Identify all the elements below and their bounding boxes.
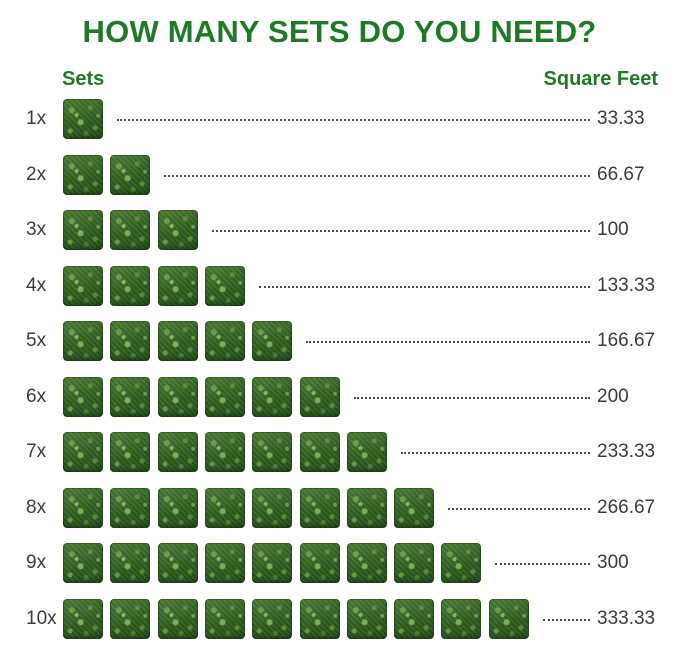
grass-panel-icon <box>110 265 151 306</box>
grass-panel-icon <box>110 321 151 361</box>
set-multiplier-label: 1x <box>26 108 47 129</box>
table-row: 1x 33.33 <box>0 99 679 141</box>
square-feet-value: 33.33 <box>597 108 645 129</box>
table-row: 9x 300 <box>0 543 679 585</box>
grass-panel-icon <box>252 543 293 583</box>
grass-panel-icon <box>63 432 103 472</box>
grass-panel-icon <box>157 432 198 472</box>
grass-panel-icon <box>299 432 340 472</box>
grass-panel-icon <box>110 543 151 583</box>
dotted-leader-line <box>258 285 590 288</box>
grass-panel-icon <box>252 432 293 472</box>
set-multiplier-label: 5x <box>26 330 47 351</box>
dotted-leader-line <box>542 618 590 621</box>
grass-panel-icon <box>157 487 198 528</box>
grass-panel-icon <box>346 432 387 472</box>
grass-panel-icon <box>110 210 151 250</box>
grass-panel-icon <box>346 543 387 583</box>
square-feet-value: 266.67 <box>597 496 656 518</box>
set-multiplier-label: 7x <box>26 441 47 462</box>
square-feet-value: 200 <box>597 385 629 407</box>
grass-panel-icon <box>394 487 435 528</box>
square-feet-value: 233.33 <box>597 441 656 462</box>
grass-panel-icon <box>204 265 245 306</box>
page-title: HOW MANY SETS DO YOU NEED? <box>82 14 597 49</box>
grass-panel-icon <box>346 598 387 639</box>
grass-panel-icon <box>204 376 245 417</box>
grass-panel-icon <box>204 432 245 472</box>
grass-panel-icon <box>63 487 103 528</box>
set-multiplier-label: 4x <box>26 274 47 296</box>
set-multiplier-label: 10x <box>26 607 57 629</box>
square-feet-value: 333.33 <box>597 607 656 629</box>
set-multiplier-label: 9x <box>26 552 47 573</box>
grass-panel-icon <box>110 598 151 639</box>
grass-panel-icon <box>157 210 198 250</box>
table-row: 5x 166.67 <box>0 321 679 363</box>
grass-panel-icon <box>63 376 103 417</box>
grass-panel-icon <box>157 265 198 306</box>
grass-panel-icon <box>441 543 482 583</box>
dotted-leader-line <box>164 174 590 177</box>
table-row: 10x 333.33 <box>0 598 679 641</box>
table-row: 8x 266.67 <box>0 487 679 530</box>
grass-panel-icon <box>204 543 245 583</box>
dotted-leader-line <box>353 396 590 399</box>
grass-panel-icon <box>299 376 340 417</box>
grass-panel-icon <box>488 598 529 639</box>
set-multiplier-label: 2x <box>26 163 47 185</box>
dotted-leader-line <box>306 341 590 343</box>
grass-panel-icon <box>394 543 435 583</box>
grass-panel-icon <box>157 376 198 417</box>
dotted-leader-line <box>495 563 590 565</box>
grass-panel-icon <box>157 598 198 639</box>
grass-panel-icon <box>110 432 151 472</box>
square-feet-value: 66.67 <box>597 163 645 185</box>
grass-panel-icon <box>63 321 103 361</box>
grass-panel-icon <box>157 321 198 361</box>
grass-panel-icon <box>63 598 103 639</box>
square-feet-value: 100 <box>597 219 629 240</box>
grass-panel-icon <box>110 487 151 528</box>
grass-panel-icon <box>252 376 293 417</box>
grass-panel-icon <box>63 543 103 583</box>
table-row: 7x 233.33 <box>0 432 679 474</box>
square-feet-column-header: Square Feet <box>543 68 658 90</box>
grass-panel-icon <box>63 154 103 195</box>
grass-panel-icon <box>157 543 198 583</box>
grass-panel-icon <box>204 487 245 528</box>
grass-panel-icon <box>110 154 151 195</box>
set-multiplier-label: 3x <box>26 219 47 240</box>
square-feet-value: 133.33 <box>597 274 656 296</box>
grass-panel-icon <box>63 265 103 306</box>
set-multiplier-label: 8x <box>26 496 47 518</box>
grass-panel-icon <box>299 543 340 583</box>
grass-panel-icon <box>110 376 151 417</box>
dotted-leader-line <box>400 452 590 454</box>
dotted-leader-line <box>211 230 590 232</box>
dotted-leader-line <box>117 119 590 121</box>
grass-panel-icon <box>299 598 340 639</box>
grass-panel-icon <box>63 99 103 139</box>
grass-panel-icon <box>441 598 482 639</box>
grass-panel-icon <box>252 321 293 361</box>
grass-panel-icon <box>204 321 245 361</box>
set-multiplier-label: 6x <box>26 385 47 407</box>
grass-panel-icon <box>252 598 293 639</box>
table-row: 4x 133.33 <box>0 265 679 308</box>
grass-panel-icon <box>252 487 293 528</box>
grass-panel-icon <box>394 598 435 639</box>
grass-panel-icon <box>299 487 340 528</box>
table-row: 3x 100 <box>0 210 679 252</box>
grass-panel-icon <box>63 210 103 250</box>
table-row: 6x 200 <box>0 376 679 419</box>
dotted-leader-line <box>448 507 590 510</box>
sets-column-header: Sets <box>62 68 105 90</box>
grass-panel-icon <box>204 598 245 639</box>
grass-panel-icon <box>346 487 387 528</box>
square-feet-value: 166.67 <box>597 330 656 351</box>
table-row: 2x 66.67 <box>0 154 679 197</box>
square-feet-value: 300 <box>597 552 629 573</box>
